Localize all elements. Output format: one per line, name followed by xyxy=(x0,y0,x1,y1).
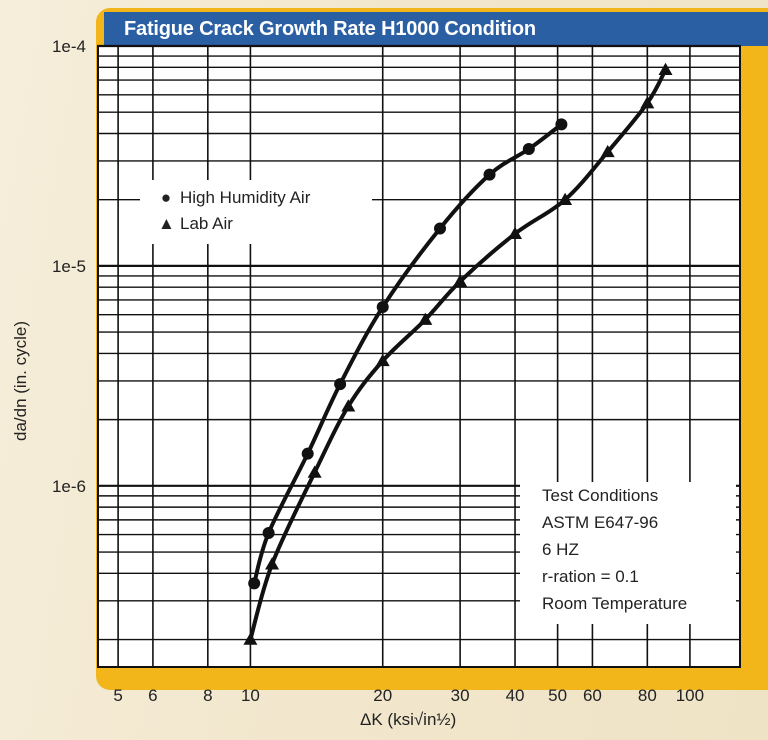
x-tick-label: 100 xyxy=(676,686,704,705)
y-tick-label: 1e-5 xyxy=(52,257,86,276)
data-point-high-humidity xyxy=(301,447,314,460)
x-tick-label: 40 xyxy=(506,686,525,705)
data-point-high-humidity xyxy=(555,118,568,131)
data-point-lab-air xyxy=(243,632,258,645)
y-tick-label: 1e-6 xyxy=(52,477,86,496)
data-point-lab-air xyxy=(453,274,468,287)
data-point-high-humidity xyxy=(434,222,447,235)
x-tick-label: 50 xyxy=(548,686,567,705)
data-point-high-humidity xyxy=(376,301,389,314)
x-tick-label: 60 xyxy=(583,686,602,705)
legend-label: High Humidity Air xyxy=(180,188,311,207)
test-conditions-ratio: r-ration = 0.1 xyxy=(542,567,639,586)
legend-item-high-humidity: ● High Humidity Air xyxy=(158,188,311,208)
x-tick-label: 10 xyxy=(241,686,260,705)
x-tick-label: 8 xyxy=(203,686,212,705)
y-tick-label: 1e-4 xyxy=(52,37,86,56)
data-point-lab-air xyxy=(600,144,615,158)
x-tick-label: 5 xyxy=(113,686,122,705)
data-point-lab-air xyxy=(418,312,433,325)
x-tick-label: 30 xyxy=(451,686,470,705)
data-point-lab-air xyxy=(658,62,673,75)
legend-item-lab-air: ▲ Lab Air xyxy=(158,214,233,234)
test-conditions-box: Test Conditions ASTM E647-96 6 HZ r-rati… xyxy=(520,482,736,624)
title-bar xyxy=(104,12,768,46)
data-point-lab-air xyxy=(307,465,322,478)
data-point-lab-air xyxy=(508,226,523,240)
test-conditions-temperature: Room Temperature xyxy=(542,594,688,613)
legend-label: Lab Air xyxy=(180,214,233,233)
legend: ● High Humidity Air ▲ Lab Air xyxy=(140,180,372,244)
x-tick-label: 20 xyxy=(373,686,392,705)
y-axis-label: da/dn (in. cycle) xyxy=(11,321,30,441)
x-tick-label: 6 xyxy=(148,686,157,705)
data-point-lab-air xyxy=(265,557,280,570)
x-axis-label: ΔK (ksi√in½) xyxy=(360,710,457,729)
plot-border xyxy=(97,45,741,668)
data-point-lab-air xyxy=(640,96,655,109)
data-point-high-humidity xyxy=(483,168,496,181)
test-conditions-frequency: 6 HZ xyxy=(542,540,579,559)
test-conditions-standard: ASTM E647-96 xyxy=(542,513,659,532)
circle-marker-icon: ● xyxy=(160,188,172,207)
data-point-lab-air xyxy=(558,192,573,205)
data-point-high-humidity xyxy=(248,577,261,590)
test-conditions-heading: Test Conditions xyxy=(542,486,659,505)
data-point-high-humidity xyxy=(334,378,347,391)
data-point-lab-air xyxy=(375,353,390,367)
data-point-high-humidity xyxy=(522,143,535,156)
data-point-high-humidity xyxy=(262,527,275,540)
chart-title: Fatigue Crack Growth Rate H1000 Conditio… xyxy=(124,18,536,40)
x-tick-label: 80 xyxy=(638,686,657,705)
triangle-marker-icon: ▲ xyxy=(158,214,175,233)
data-point-lab-air xyxy=(341,399,356,412)
